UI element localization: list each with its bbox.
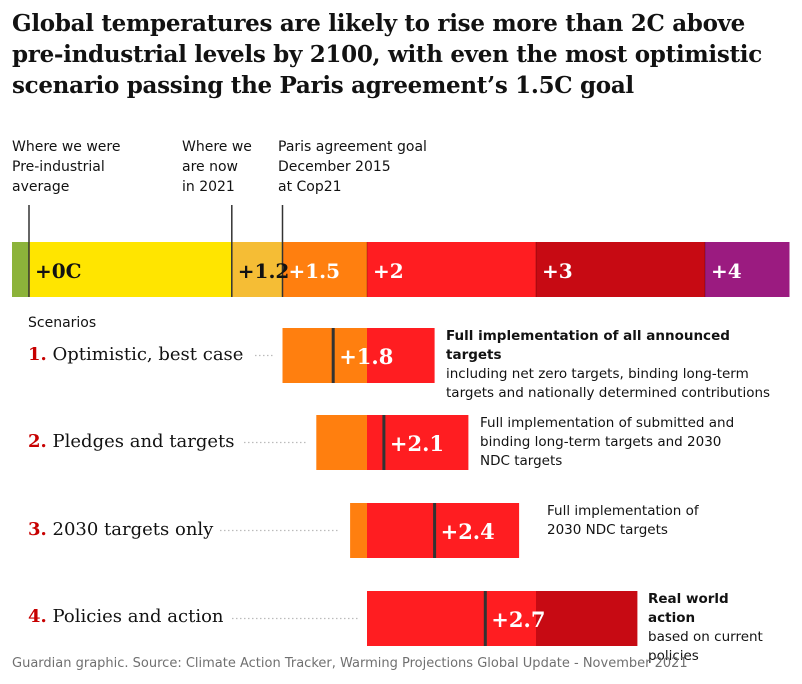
scenario-name: Policies and action <box>52 606 224 627</box>
central-estimate-label: +1.8 <box>339 344 393 369</box>
marker-label-line: in 2021 <box>182 179 235 195</box>
scenario-description: Full implementation of 2030 NDC targets <box>547 502 717 540</box>
scenario-range-segment <box>367 328 435 383</box>
scale-label: +0C <box>35 259 82 283</box>
marker-label-now: Where we are now in 2021 <box>182 137 252 197</box>
scenario-name: Pledges and targets <box>52 431 235 452</box>
description-lead: Real world action <box>648 591 729 626</box>
scale-label: +1.5 <box>289 259 341 283</box>
scenario-range-segment <box>316 415 367 470</box>
scenario-label: 2. Pledges and targets <box>28 431 235 452</box>
marker-label-line: December 2015 <box>278 159 391 175</box>
scenario-number: 3. <box>28 519 47 540</box>
scenario-range-segment <box>536 591 638 646</box>
scenario-number: 4. <box>28 606 47 627</box>
description-body: based on current policies <box>648 629 763 664</box>
scale-segment <box>282 242 367 297</box>
scenario-range-segment <box>282 328 367 383</box>
scenario-label: 3. 2030 targets only <box>28 519 213 540</box>
marker-label-line: at Cop21 <box>278 179 342 195</box>
central-estimate-label: +2.1 <box>390 431 444 456</box>
description-body: Full implementation of submitted and bin… <box>480 415 735 469</box>
scenario-number: 1. <box>28 344 47 365</box>
scale-segment <box>29 242 232 297</box>
scenario-range-segment <box>367 503 520 558</box>
central-estimate-label: +2.7 <box>491 607 545 632</box>
description-lead: Full implementation of all announced tar… <box>446 328 730 363</box>
scale-label: +4 <box>711 259 742 283</box>
scenario-number: 2. <box>28 431 47 452</box>
scale-segment <box>367 242 536 297</box>
scenario-range-segment <box>350 503 367 558</box>
scenario-label: 1. Optimistic, best case <box>28 344 243 365</box>
scale-label: +2 <box>373 259 404 283</box>
scenario-name: Optimistic, best case <box>52 344 244 365</box>
source-credit: Guardian graphic. Source: Climate Action… <box>12 656 688 671</box>
marker-label-line: average <box>12 179 70 195</box>
central-estimate-label: +2.4 <box>441 519 495 544</box>
scenario-range-segment <box>367 591 536 646</box>
marker-label-line: Where we were <box>12 139 121 155</box>
scenario-description: Real world action based on current polic… <box>648 590 778 666</box>
marker-label-preindustrial: Where we were Pre-industrial average <box>12 137 120 197</box>
marker-label-line: Paris agreement goal <box>278 139 427 155</box>
description-body: Full implementation of 2030 NDC targets <box>547 503 699 538</box>
marker-label-paris: Paris agreement goal December 2015 at Co… <box>278 137 427 197</box>
scale-segment-green <box>12 242 29 297</box>
scale-segment <box>705 242 790 297</box>
scale-segment <box>231 242 283 297</box>
scale-segment <box>536 242 705 297</box>
marker-label-line: Where we <box>182 139 252 155</box>
scenario-description: Full implementation of all announced tar… <box>446 327 776 403</box>
scenario-name: 2030 targets only <box>52 519 214 540</box>
scenarios-heading: Scenarios <box>28 315 97 331</box>
marker-label-line: are now <box>182 159 238 175</box>
scale-label: +1.2 <box>238 259 290 283</box>
scenario-description: Full implementation of submitted and bin… <box>480 414 750 471</box>
scenario-label: 4. Policies and action <box>28 606 224 627</box>
description-body: including net zero targets, binding long… <box>446 366 771 401</box>
marker-label-line: Pre-industrial <box>12 159 105 175</box>
scale-label: +3 <box>542 259 573 283</box>
chart-title: Global temperatures are likely to rise m… <box>12 10 762 99</box>
